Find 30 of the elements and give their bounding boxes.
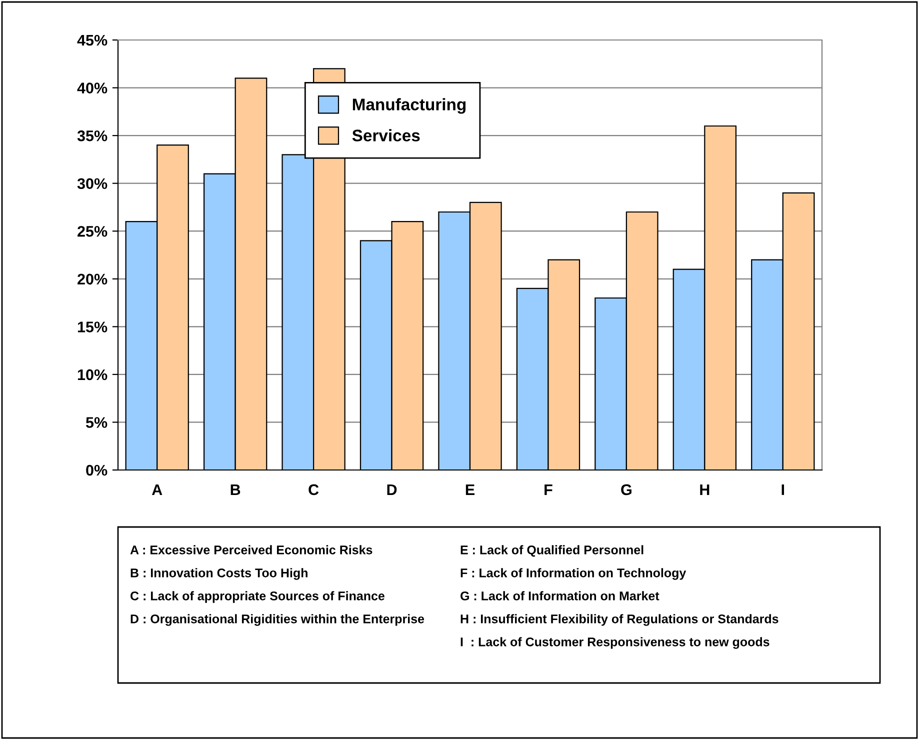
x-tick-label: D (387, 484, 397, 495)
x-tick-label: G (621, 484, 632, 496)
y-tick-label: 0% (86, 464, 108, 476)
y-tick-label: 35% (77, 130, 108, 142)
text: A : Excessive Perceived Economic Risks (130, 545, 372, 554)
y-tick-label: 5% (86, 417, 108, 428)
y-tick-label: 40% (77, 82, 108, 94)
y-tick-label: 25% (78, 226, 108, 237)
y-tick-label: 10% (78, 369, 108, 380)
x-tick-label: B (230, 484, 240, 495)
x-tick-label: H (700, 484, 710, 495)
text: G : Lack of Information on Market (460, 591, 660, 600)
text: H : Insufficient Flexibility of Regulations or Standards (460, 614, 778, 626)
x-tick-label: A (152, 484, 162, 495)
y-tick-label: 15% (78, 322, 108, 332)
x-tick-label: I (782, 484, 784, 495)
text: C : Lack of appropriate Sources of Finance (130, 591, 384, 603)
x-tick-label: E (466, 484, 474, 495)
legend-label: Manufacturing (352, 98, 466, 114)
legend-label: Services (352, 129, 420, 142)
text: I : Lack of Customer Responsiveness to new goods (460, 637, 770, 649)
text: E : Lack of Qualified Personnel (460, 545, 644, 557)
text: D : Organisational Rigidities within the Enterprise (130, 614, 424, 626)
x-tick-label: C (308, 484, 319, 496)
text: F : Lack of Information on Technology (460, 568, 686, 580)
text: B : Innovation Costs Too High (130, 568, 308, 580)
y-tick-label: 30% (77, 178, 108, 190)
y-tick-label: 45% (77, 34, 108, 46)
y-tick-label: 20% (78, 274, 108, 285)
x-tick-label: F (544, 484, 552, 495)
